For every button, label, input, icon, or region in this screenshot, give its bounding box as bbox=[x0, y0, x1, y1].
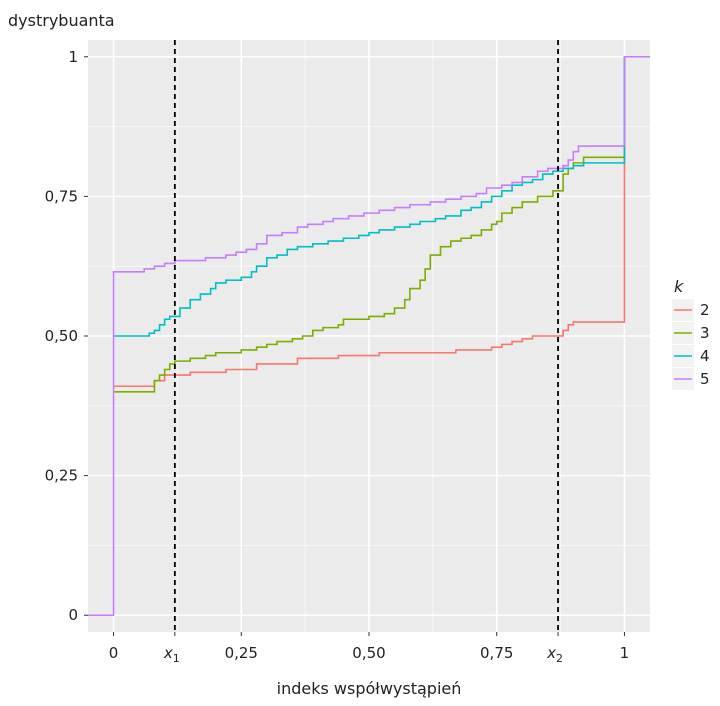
series-layer bbox=[88, 55, 650, 617]
series-line-k3 bbox=[113, 56, 626, 393]
series-line-k2 bbox=[113, 56, 626, 388]
y-tick-label: 0,25 bbox=[45, 467, 78, 485]
x-axis-title: indeks współwystąpień bbox=[277, 679, 462, 698]
series-line-k4 bbox=[113, 56, 626, 337]
legend-label-k4: 4 bbox=[700, 347, 710, 365]
legend-label-k5: 5 bbox=[700, 370, 710, 388]
legend-label-k2: 2 bbox=[700, 301, 710, 319]
legend: k 2 3 4 5 bbox=[672, 277, 710, 390]
y-tick-label: 0,50 bbox=[45, 327, 78, 345]
y-axis-ticks: 0 0,25 0,50 0,75 1 bbox=[45, 48, 88, 624]
x-axis-ticks: 0 0,25 0,50 0,75 1 x1 x2 bbox=[109, 632, 629, 665]
grid-major bbox=[88, 40, 650, 632]
x-tick-label: 0,50 bbox=[352, 644, 385, 662]
x-tick-label: 0,25 bbox=[225, 644, 258, 662]
series-line-k5 bbox=[88, 55, 650, 617]
y-tick-label: 0,75 bbox=[45, 187, 78, 205]
x-tick-label: 0 bbox=[109, 644, 119, 662]
legend-title: k bbox=[674, 277, 684, 296]
x-tick-label: 0,75 bbox=[480, 644, 513, 662]
x-tick-label: 1 bbox=[620, 644, 630, 662]
x-vline-label-1: x1 bbox=[163, 644, 180, 665]
y-tick-label: 0 bbox=[68, 606, 78, 624]
legend-label-k3: 3 bbox=[700, 324, 710, 342]
y-axis-title: dystrybuanta bbox=[8, 11, 115, 30]
x-vline-label-2: x2 bbox=[546, 644, 563, 665]
y-tick-label: 1 bbox=[68, 48, 78, 66]
